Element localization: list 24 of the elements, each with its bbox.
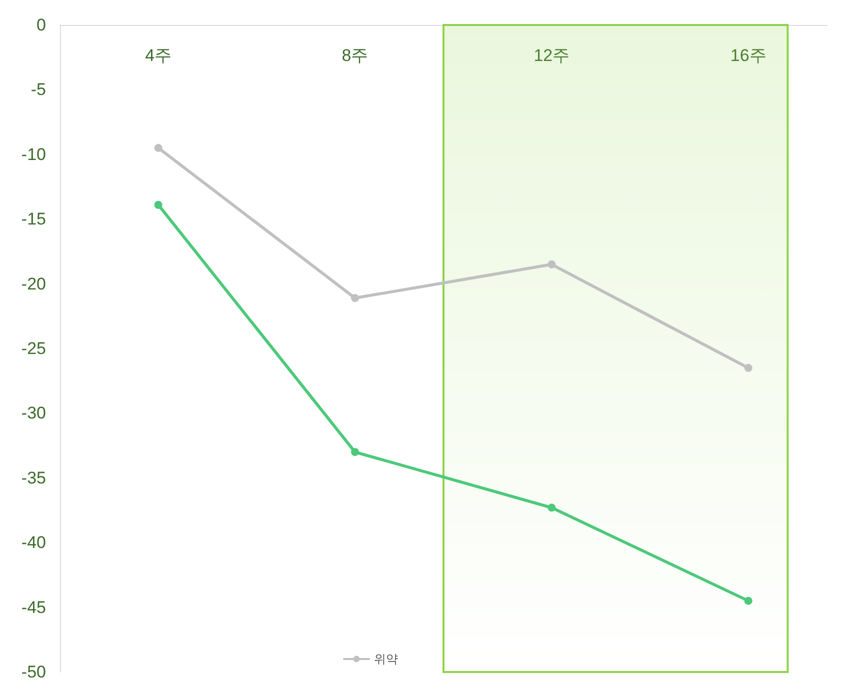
y-tick-label: -15 <box>21 210 46 229</box>
y-tick-label: -35 <box>21 468 46 488</box>
y-tick-label: 0 <box>36 16 46 34</box>
x-tick-label: 12주 <box>534 46 570 65</box>
y-tick-label: -5 <box>30 80 46 100</box>
legend-label: 위약 <box>374 652 398 666</box>
point <box>744 596 752 605</box>
x-tick-label: 16주 <box>730 46 766 65</box>
point <box>744 364 752 372</box>
y-tick-label: -10 <box>21 144 46 164</box>
y-tick-label: -45 <box>21 598 46 617</box>
y-tick-label: -20 <box>21 274 46 294</box>
point <box>548 260 556 268</box>
y-tick-label: -30 <box>21 404 46 423</box>
point <box>154 200 162 209</box>
point <box>548 504 556 512</box>
y-tick-label: -25 <box>21 339 46 358</box>
x-tick-label: 4주 <box>145 46 172 65</box>
point <box>351 294 359 302</box>
y-tick-label: -40 <box>21 533 46 552</box>
x-tick-label: 8주 <box>342 46 368 65</box>
y-tick-label: -50 <box>21 662 46 682</box>
point <box>351 448 359 456</box>
point <box>154 144 162 152</box>
